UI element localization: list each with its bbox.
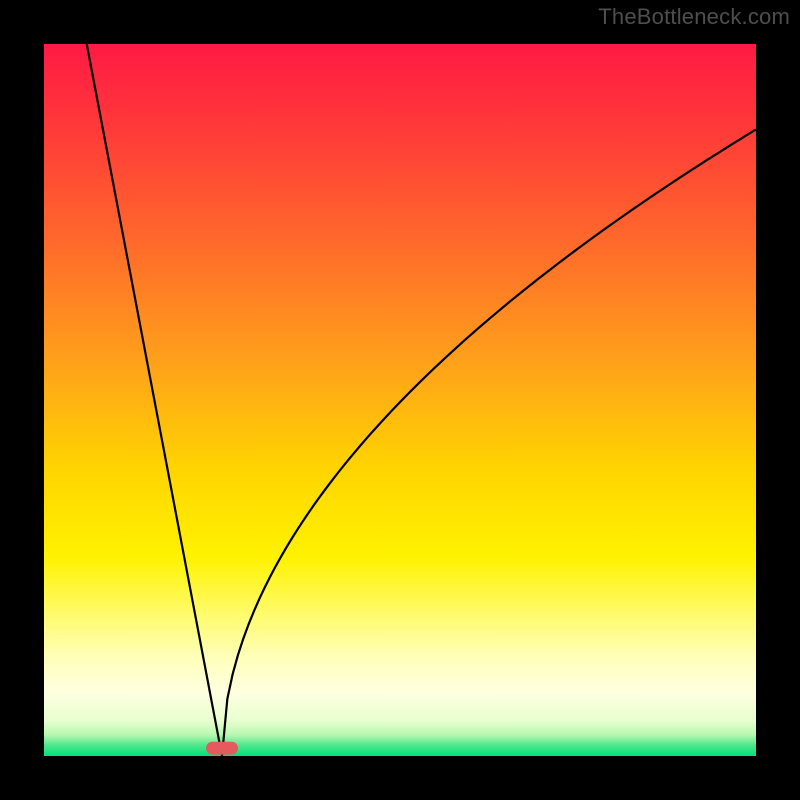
bottleneck-chart: [0, 0, 800, 800]
gradient-background: [44, 44, 756, 756]
chart-container: TheBottleneck.com: [0, 0, 800, 800]
optimal-point-marker: [206, 742, 238, 755]
watermark-text: TheBottleneck.com: [598, 4, 790, 30]
